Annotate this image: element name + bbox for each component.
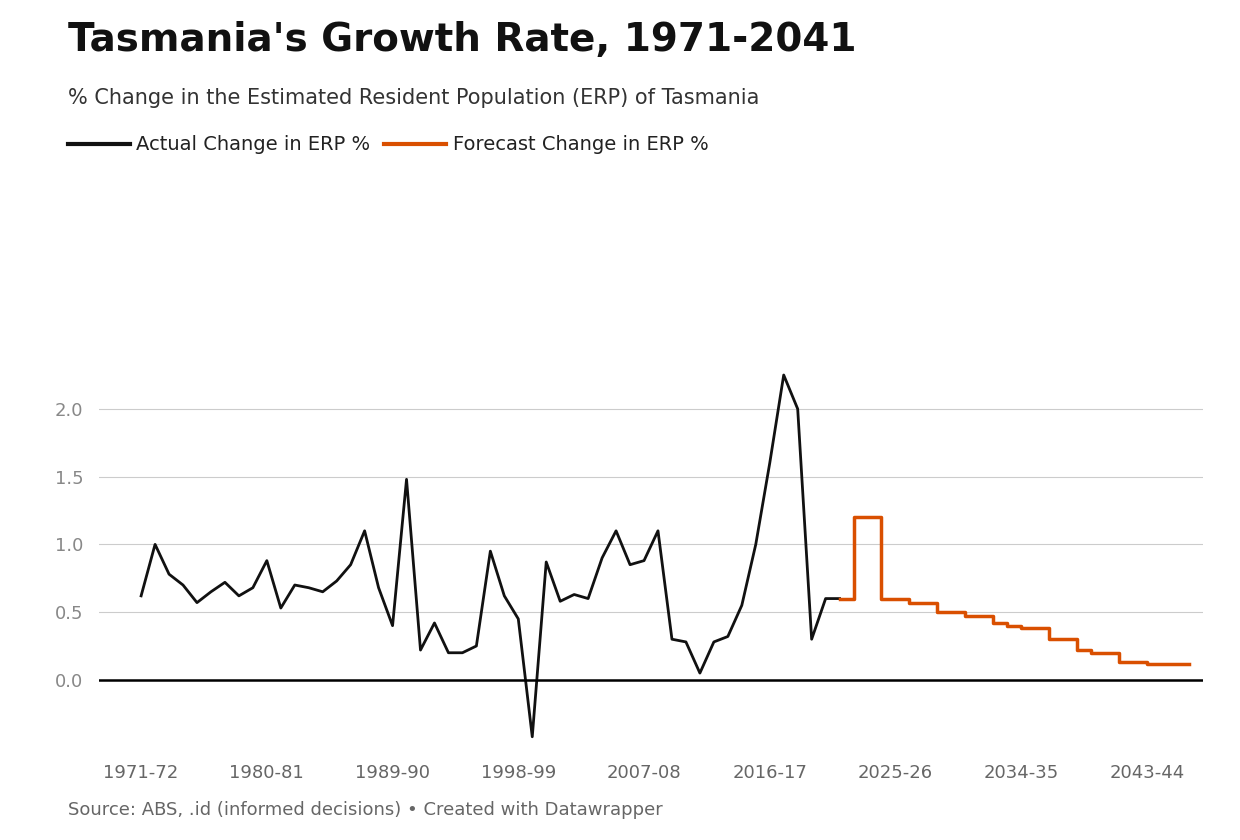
Text: Forecast Change in ERP %: Forecast Change in ERP % <box>453 135 708 154</box>
Text: Tasmania's Growth Rate, 1971-2041: Tasmania's Growth Rate, 1971-2041 <box>68 21 857 59</box>
Text: % Change in the Estimated Resident Population (ERP) of Tasmania: % Change in the Estimated Resident Popul… <box>68 88 760 108</box>
Text: Actual Change in ERP %: Actual Change in ERP % <box>136 135 371 154</box>
Text: Source: ABS, .id (informed decisions) • Created with Datawrapper: Source: ABS, .id (informed decisions) • … <box>68 801 663 819</box>
